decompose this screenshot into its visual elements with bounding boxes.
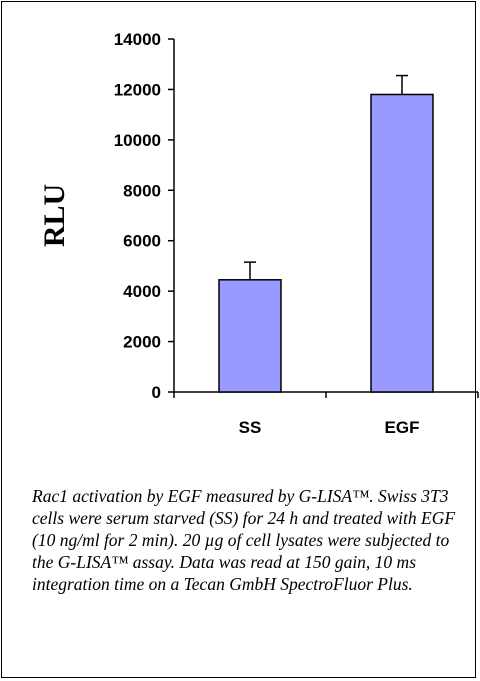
y-tick-label: 8000 [123,181,161,200]
y-tick-label: 12000 [114,80,161,99]
y-tick-label: 14000 [114,30,161,49]
bar [218,279,282,393]
y-tick-label: 2000 [123,333,161,352]
x-category-label: EGF [385,418,420,437]
bar-chart: 0 2000 4000 6000 8000 10000 12000 14000 SS EGF RLU [38,30,479,437]
y-tick-label: 4000 [123,282,161,301]
y-tick-label: 0 [152,383,161,402]
y-tick-label: 6000 [123,232,161,251]
y-tick-label: 10000 [114,131,161,150]
x-category-label: SS [239,418,262,437]
y-axis-label: RLU [38,184,71,247]
figure-caption: Rac1 activation by EGF measured by G-LIS… [32,486,456,594]
bar [370,93,434,393]
